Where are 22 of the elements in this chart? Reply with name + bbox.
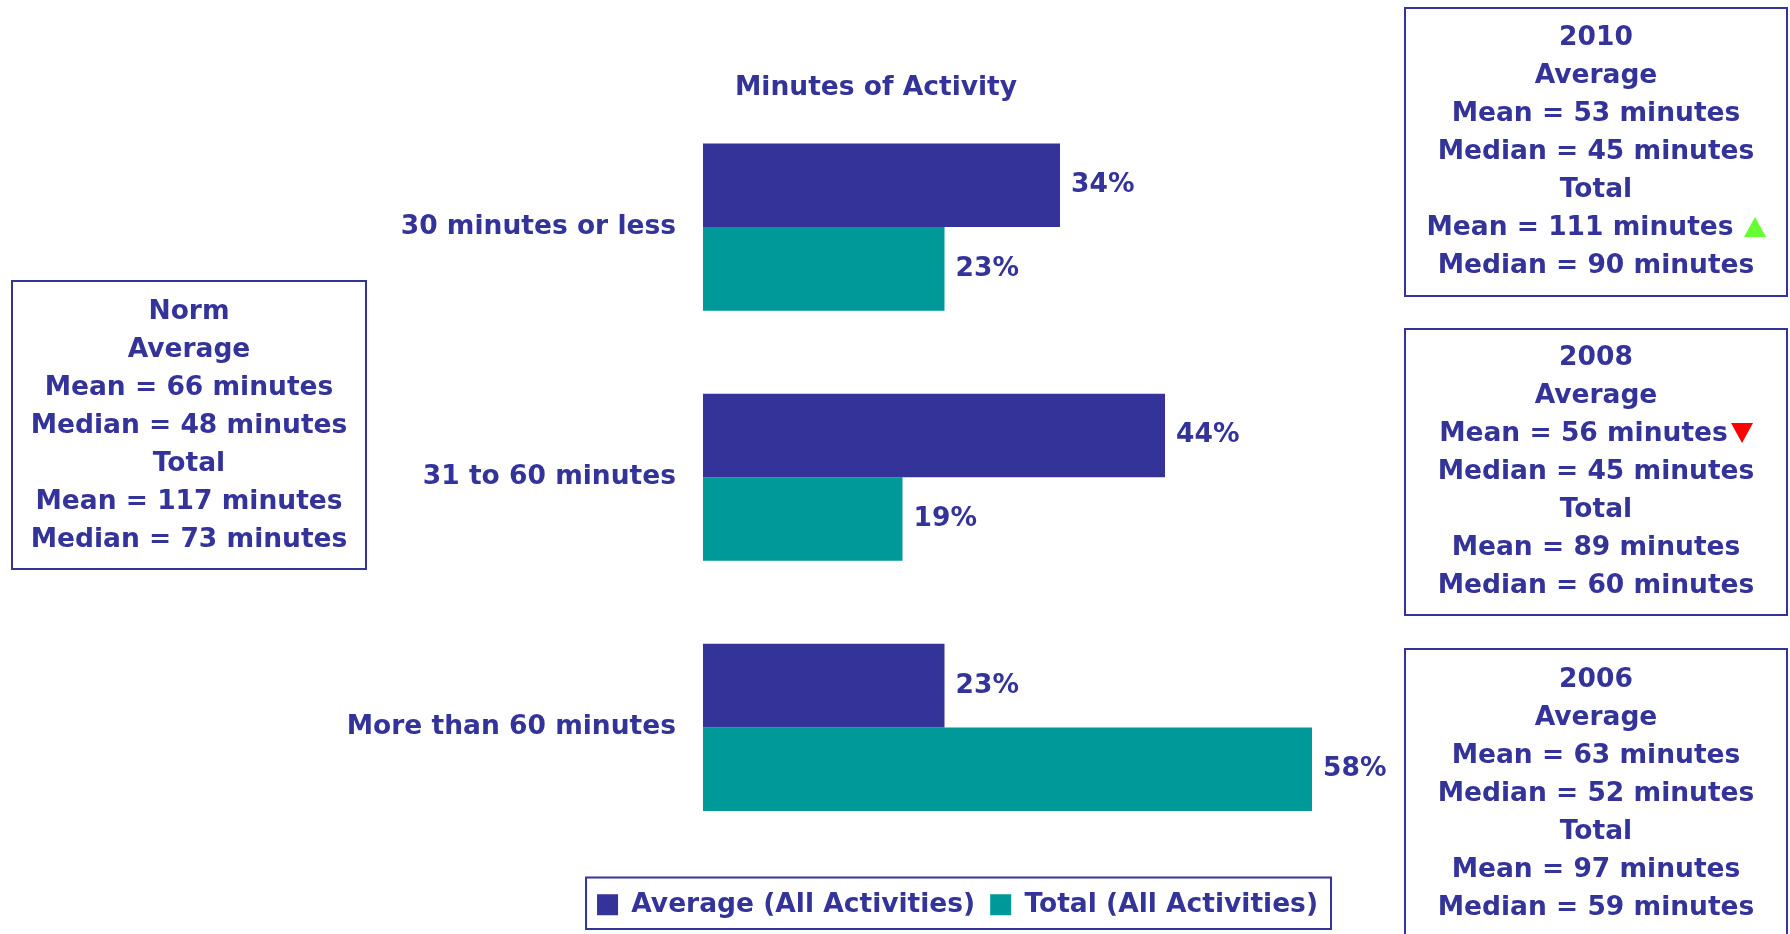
bar [703,227,945,311]
y-tick-label: 31 to 60 minutes [422,459,676,491]
text: 2008 Average Mean = 56 minutes Median = 45 minutes Total Mean = 89 minutes Median = 60 minutes [1437,340,1755,599]
bar [703,477,903,561]
bar [703,643,945,728]
data-label: 58% [1323,751,1387,783]
chart-title: Minutes of Activity [733,69,1019,103]
bar [703,393,1165,478]
bar [703,143,1060,228]
data-label: 23% [955,667,1019,699]
text: Norm Average Mean = 66 minutes Median = 48 minutes Total Mean = 117 minutes Median = 73 minutes [30,294,348,553]
y-tick-label: 30 minutes or less [400,208,676,240]
legend-label: Average (All Activities) [631,886,976,918]
bar [703,727,1312,811]
text: 2010 Average Mean = 53 minutes Median = 45 minutes Total Mean = 111 minutes Median = 90 minutes [1426,20,1755,279]
data-label: 23% [955,250,1019,282]
data-label: 34% [1071,167,1135,199]
y-tick-label: More than 60 minutes [346,709,676,741]
legend-label: Total (All Activities) [1024,886,1319,918]
data-label: 19% [913,500,977,532]
data-label: 44% [1176,417,1240,449]
text: 2006 Average Mean = 63 minutes Median = 52 minutes Total Mean = 97 minutes Median = 59 minutes [1437,662,1755,921]
